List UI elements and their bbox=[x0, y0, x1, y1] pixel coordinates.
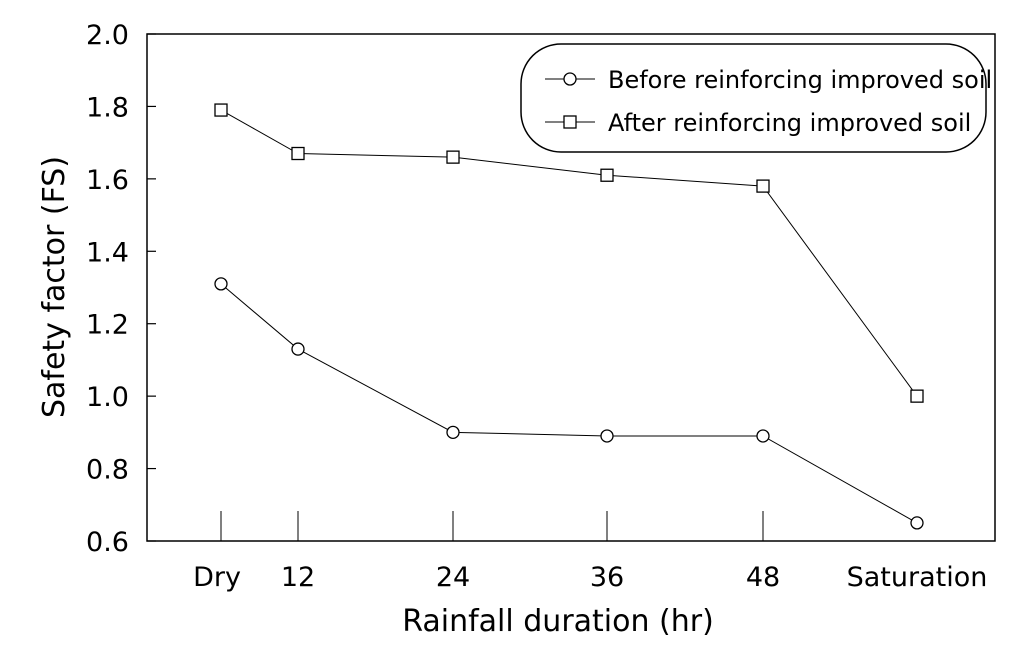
y-axis-title: Safety factor (FS) bbox=[37, 156, 72, 418]
y-tick-label: 0.6 bbox=[86, 527, 129, 558]
data-point-square bbox=[446, 150, 460, 164]
data-point-circle bbox=[756, 429, 770, 443]
data-point-circle bbox=[291, 342, 305, 356]
y-axis: 0.6 0.8 1.0 1.2 1.4 1.6 1.8 2.0 bbox=[86, 20, 156, 558]
y-tick-label: 2.0 bbox=[86, 20, 129, 51]
y-tick-label: 1.8 bbox=[86, 92, 129, 123]
x-tick-label: 12 bbox=[281, 562, 315, 593]
y-tick-label: 1.6 bbox=[86, 165, 129, 196]
data-point-circle bbox=[600, 429, 614, 443]
data-point-square bbox=[291, 146, 305, 161]
series-line-circle bbox=[220, 283, 918, 524]
y-tick-label: 1.4 bbox=[86, 237, 129, 268]
legend-box bbox=[520, 43, 987, 153]
x-tick-label: 36 bbox=[590, 562, 624, 593]
series-line-square bbox=[220, 109, 918, 397]
data-point-square bbox=[600, 168, 614, 182]
data-point-square bbox=[910, 389, 924, 403]
x-tick-label: Saturation bbox=[847, 562, 988, 593]
legend-marker-square bbox=[563, 115, 577, 129]
x-axis: Dry 12 24 36 48 Saturation bbox=[193, 511, 987, 593]
series-layer bbox=[214, 103, 924, 530]
data-point-circle bbox=[446, 425, 460, 440]
x-tick-label: 48 bbox=[746, 562, 780, 593]
y-tick-label: 1.0 bbox=[86, 382, 129, 413]
plot-frame bbox=[146, 33, 996, 542]
data-point-square bbox=[214, 103, 228, 117]
legend-label-before: Before reinforcing improved soil bbox=[608, 66, 992, 94]
y-tick-label: 0.8 bbox=[86, 455, 129, 486]
x-axis-title: Rainfall duration (hr) bbox=[402, 604, 714, 639]
legend: Before reinforcing improved soil After r… bbox=[520, 43, 992, 153]
y-tick-label: 1.2 bbox=[86, 310, 129, 341]
legend-marker-circle bbox=[563, 72, 577, 86]
legend-label-after: After reinforcing improved soil bbox=[608, 109, 971, 137]
data-point-circle bbox=[910, 516, 924, 530]
x-tick-label: Dry bbox=[193, 562, 241, 593]
data-point-square bbox=[756, 179, 770, 193]
data-point-circle bbox=[214, 277, 228, 291]
x-tick-label: 24 bbox=[436, 562, 470, 593]
